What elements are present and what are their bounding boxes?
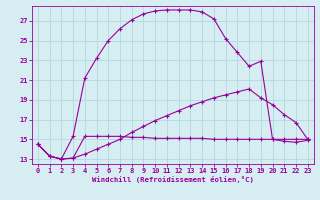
X-axis label: Windchill (Refroidissement éolien,°C): Windchill (Refroidissement éolien,°C) (92, 176, 254, 183)
